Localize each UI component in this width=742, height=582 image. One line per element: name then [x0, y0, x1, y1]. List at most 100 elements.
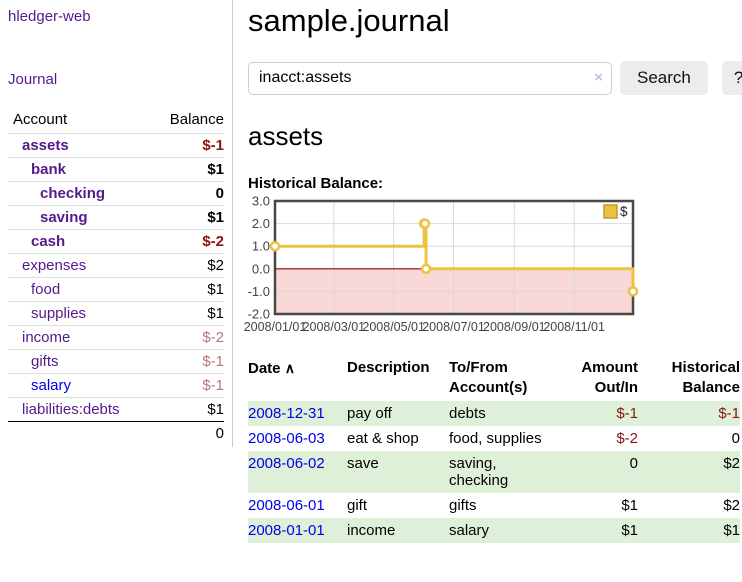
- sidebar-account-link[interactable]: salary: [31, 377, 72, 394]
- sidebar: hledger-web Journal Account Balance asse…: [0, 0, 233, 447]
- sidebar-account-cell: income: [8, 325, 154, 350]
- sidebar-account-balance: $-2: [153, 325, 224, 350]
- sidebar-account-balance: $1: [153, 277, 224, 302]
- sidebar-account-balance: $-1: [153, 373, 224, 398]
- journal-nav-link[interactable]: Journal: [8, 71, 58, 88]
- sidebar-account-balance: $2: [153, 253, 224, 278]
- sidebar-account-link[interactable]: bank: [31, 161, 67, 178]
- sidebar-account-link[interactable]: gifts: [31, 353, 59, 370]
- sidebar-account-cell: cash: [8, 229, 154, 254]
- date-header-label: Date: [248, 360, 281, 377]
- sidebar-accounts-table: Account Balance assets $-1 bank $1 checking 0…: [8, 108, 224, 445]
- register-table-body: 2008-12-31 pay off debts $-1 $-1 2008-06-03 ea…: [248, 401, 740, 543]
- amount-cell: $-2: [616, 430, 638, 447]
- date-cell: 2008-06-03: [248, 426, 347, 451]
- amount-cell: 0: [629, 455, 638, 472]
- sidebar-header-row: Account Balance: [8, 108, 224, 134]
- transaction-date-link[interactable]: 2008-01-01: [248, 522, 325, 539]
- table-row: 2008-06-01 gift gifts $1 $2: [248, 493, 740, 518]
- accounts-cell: debts: [449, 405, 486, 422]
- transaction-date-link[interactable]: 2008-12-31: [248, 405, 325, 422]
- search-form: × Search ?: [248, 61, 742, 95]
- svg-text:2008/07/01: 2008/07/01: [422, 320, 485, 334]
- sidebar-account-cell: food: [8, 277, 154, 302]
- main-content: sample.journal × Search ? assets Histori…: [233, 0, 742, 543]
- transaction-date-link[interactable]: 2008-06-03: [248, 430, 325, 447]
- sidebar-account-link[interactable]: cash: [31, 233, 66, 250]
- svg-text:2008/03/01: 2008/03/01: [303, 320, 366, 334]
- sidebar-account-link[interactable]: food: [31, 281, 61, 298]
- svg-text:-1.0: -1.0: [248, 284, 270, 299]
- sidebar-total-spacer: [8, 421, 154, 445]
- sidebar-account-row: salary $-1: [8, 373, 224, 398]
- page-title: sample.journal: [248, 3, 450, 38]
- sidebar-account-cell: gifts: [8, 349, 154, 374]
- description-column-header: Description: [347, 359, 430, 376]
- sidebar-account-row: supplies $1: [8, 301, 224, 326]
- accounts-column-header: To/From Account(s): [449, 359, 528, 396]
- sidebar-account-balance: $1: [153, 157, 224, 182]
- amount-column-header: Amount Out/In: [581, 359, 638, 396]
- sidebar-account-cell: liabilities:debts: [8, 397, 154, 422]
- description-cell: eat & shop: [347, 430, 419, 447]
- svg-text:2008/09/01: 2008/09/01: [483, 320, 546, 334]
- sidebar-account-balance: $1: [153, 397, 224, 422]
- svg-text:2008/11/01: 2008/11/01: [543, 320, 605, 334]
- description-cell: gift: [347, 497, 368, 514]
- search-box: ×: [248, 61, 612, 95]
- sidebar-account-cell: saving: [8, 205, 154, 230]
- sidebar-account-link[interactable]: checking: [40, 185, 106, 202]
- sidebar-account-row: bank $1: [8, 157, 224, 182]
- sidebar-account-cell: bank: [8, 157, 154, 182]
- sidebar-account-balance: $-1: [153, 133, 224, 158]
- balance-cell: $2: [723, 455, 740, 472]
- sidebar-account-cell: supplies: [8, 301, 154, 326]
- sidebar-account-row: income $-2: [8, 325, 224, 350]
- balance-column-header: Balance: [169, 111, 224, 128]
- sort-asc-icon: ∧: [284, 360, 295, 376]
- sidebar-account-row: food $1: [8, 277, 224, 302]
- sidebar-account-balance: $1: [153, 205, 224, 230]
- sidebar-account-link[interactable]: expenses: [22, 257, 87, 274]
- search-button[interactable]: Search: [620, 61, 708, 95]
- search-input[interactable]: [248, 61, 612, 95]
- sidebar-account-link[interactable]: supplies: [31, 305, 87, 322]
- sidebar-account-balance: $1: [153, 301, 224, 326]
- chart-legend-label: $: [620, 204, 628, 219]
- sidebar-account-row: gifts $-1: [8, 349, 224, 374]
- amount-cell: $1: [621, 497, 638, 514]
- balance-cell: $1: [723, 522, 740, 539]
- sidebar-total-balance: 0: [153, 421, 224, 445]
- table-row: 2008-12-31 pay off debts $-1 $-1: [248, 401, 740, 426]
- date-cell: 2008-12-31: [248, 401, 347, 426]
- date-column-header[interactable]: Date ∧: [248, 355, 347, 401]
- sidebar-account-link[interactable]: assets: [22, 137, 69, 154]
- sidebar-account-row: cash $-2: [8, 229, 224, 254]
- svg-text:2.0: 2.0: [252, 216, 270, 231]
- account-heading: assets: [248, 121, 324, 151]
- historical-balance-chart: $3.0 2.0 1.0 0.0 -1.0 -2.02008/01/012008/03/0…: [244, 194, 639, 334]
- help-button[interactable]: ?: [721, 61, 742, 95]
- svg-text:2008/05/01: 2008/05/01: [362, 320, 425, 334]
- sidebar-account-balance: 0: [153, 181, 224, 206]
- sidebar-account-link[interactable]: liabilities:debts: [22, 401, 120, 418]
- table-row: 2008-06-02 save saving, checking 0 $2: [248, 451, 740, 493]
- register-table: Date ∧ Description To/From Account(s) Am…: [248, 355, 740, 543]
- svg-text:3.0: 3.0: [252, 194, 270, 209]
- sidebar-account-balance: $-1: [153, 349, 224, 374]
- account-column-header: Account: [13, 111, 68, 128]
- svg-text:1.0: 1.0: [252, 239, 270, 254]
- sidebar-account-row: saving $1: [8, 205, 224, 230]
- app-title-link[interactable]: hledger-web: [8, 8, 91, 25]
- sidebar-account-row: assets $-1: [8, 133, 224, 158]
- clear-search-icon[interactable]: ×: [594, 68, 603, 86]
- sidebar-account-balance: $-2: [153, 229, 224, 254]
- svg-text:0.0: 0.0: [252, 261, 270, 276]
- balance-cell: $-1: [718, 405, 740, 422]
- transaction-date-link[interactable]: 2008-06-01: [248, 497, 325, 514]
- sidebar-account-link[interactable]: saving: [40, 209, 88, 226]
- transaction-date-link[interactable]: 2008-06-02: [248, 455, 325, 472]
- sidebar-account-link[interactable]: income: [22, 329, 71, 346]
- sidebar-total-row: 0: [8, 421, 224, 445]
- balance-cell: 0: [731, 430, 740, 447]
